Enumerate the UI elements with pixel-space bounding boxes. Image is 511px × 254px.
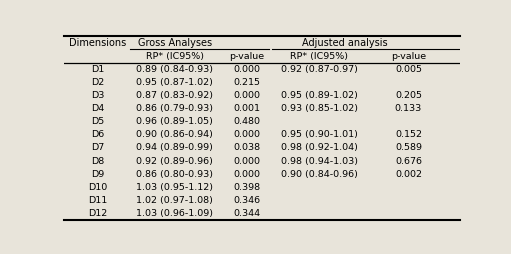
Text: D6: D6 [91,130,104,139]
Text: 0.96 (0.89-1.05): 0.96 (0.89-1.05) [136,117,213,126]
Text: RP* (IC95%): RP* (IC95%) [146,52,204,60]
Text: 0.94 (0.89-0.99): 0.94 (0.89-0.99) [136,144,213,152]
Text: D8: D8 [91,157,104,166]
Text: 0.398: 0.398 [234,183,261,192]
Text: RP* (IC95%): RP* (IC95%) [290,52,349,60]
Text: 0.346: 0.346 [234,196,261,205]
Text: 0.038: 0.038 [234,144,261,152]
Text: 0.90 (0.86-0.94): 0.90 (0.86-0.94) [136,130,213,139]
Text: 0.98 (0.92-1.04): 0.98 (0.92-1.04) [281,144,358,152]
Text: 0.344: 0.344 [234,209,261,218]
Text: 1.02 (0.97-1.08): 1.02 (0.97-1.08) [136,196,213,205]
Text: p-value: p-value [229,52,264,60]
Text: 0.93 (0.85-1.02): 0.93 (0.85-1.02) [281,104,358,113]
Text: D7: D7 [91,144,104,152]
Text: 0.95 (0.87-1.02): 0.95 (0.87-1.02) [136,78,213,87]
Text: 0.92 (0.89-0.96): 0.92 (0.89-0.96) [136,157,213,166]
Text: 0.89 (0.84-0.93): 0.89 (0.84-0.93) [136,65,213,74]
Text: 0.000: 0.000 [234,91,260,100]
Text: 1.03 (0.96-1.09): 1.03 (0.96-1.09) [136,209,213,218]
Text: 0.86 (0.80-0.93): 0.86 (0.80-0.93) [136,170,213,179]
Text: 0.95 (0.90-1.01): 0.95 (0.90-1.01) [281,130,358,139]
Text: 0.90 (0.84-0.96): 0.90 (0.84-0.96) [281,170,358,179]
Text: D1: D1 [91,65,104,74]
Text: 0.152: 0.152 [395,130,422,139]
Text: 0.215: 0.215 [234,78,260,87]
Text: D2: D2 [91,78,104,87]
Text: 0.000: 0.000 [234,65,260,74]
Text: D4: D4 [91,104,104,113]
Text: p-value: p-value [391,52,426,60]
Text: 0.589: 0.589 [395,144,422,152]
Text: D9: D9 [91,170,104,179]
Text: D3: D3 [91,91,104,100]
Text: 0.92 (0.87-0.97): 0.92 (0.87-0.97) [281,65,358,74]
Text: 0.000: 0.000 [234,157,260,166]
Text: 1.03 (0.95-1.12): 1.03 (0.95-1.12) [136,183,213,192]
Text: 0.676: 0.676 [395,157,422,166]
Text: Adjusted analysis: Adjusted analysis [302,38,388,48]
Text: D5: D5 [91,117,104,126]
Text: Gross Analyses: Gross Analyses [137,38,212,48]
Text: 0.005: 0.005 [395,65,422,74]
Text: 0.205: 0.205 [395,91,422,100]
Text: D10: D10 [88,183,107,192]
Text: 0.000: 0.000 [234,170,260,179]
Text: 0.002: 0.002 [395,170,422,179]
Text: 0.98 (0.94-1.03): 0.98 (0.94-1.03) [281,157,358,166]
Text: 0.86 (0.79-0.93): 0.86 (0.79-0.93) [136,104,213,113]
Text: 0.95 (0.89-1.02): 0.95 (0.89-1.02) [281,91,358,100]
Text: 0.133: 0.133 [395,104,422,113]
Text: D12: D12 [88,209,107,218]
Text: D11: D11 [88,196,107,205]
Text: 0.000: 0.000 [234,130,260,139]
Text: 0.001: 0.001 [234,104,260,113]
Text: Dimensions: Dimensions [69,38,126,48]
Text: 0.87 (0.83-0.92): 0.87 (0.83-0.92) [136,91,213,100]
Text: 0.480: 0.480 [234,117,260,126]
